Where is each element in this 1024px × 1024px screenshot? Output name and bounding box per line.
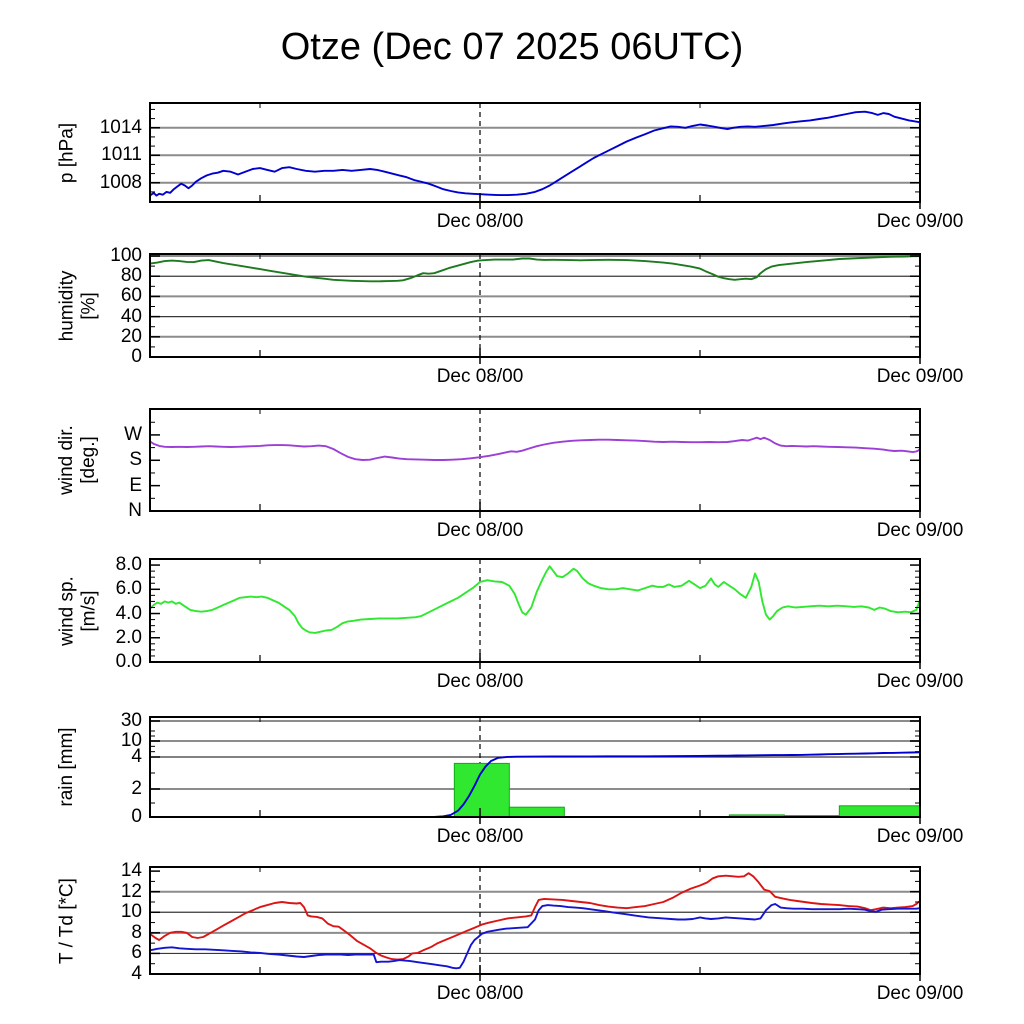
ytick-label-humidity: 40	[120, 305, 142, 327]
ytick-label-rain: 0	[131, 806, 142, 827]
ytick-label-pressure: 1011	[101, 144, 142, 166]
xtick-label: Dec 09/00	[876, 826, 964, 847]
xtick-label: Dec 08/00	[436, 671, 524, 692]
panel-rain-plot	[149, 716, 921, 824]
series-rain-accum	[150, 751, 921, 818]
ytick-label-humidity: 0	[131, 346, 142, 367]
ytick-label-rain: 2	[131, 778, 142, 799]
series-temperature	[149, 872, 921, 961]
panel-wind-direction-plot	[149, 408, 921, 518]
rain-bar	[508, 806, 565, 818]
xtick-label: Dec 09/00	[876, 211, 964, 232]
ytick-label-rain: 4	[131, 746, 142, 767]
ytick-label-humidity: 20	[120, 325, 142, 347]
xtick-label: Dec 08/00	[436, 520, 524, 541]
series-dewpoint	[149, 903, 921, 970]
y-axis-title-humidity: humidity [%]	[56, 270, 99, 341]
ytick-label-temperature: 6	[131, 942, 142, 964]
ytick-label-humidity: 60	[120, 285, 142, 307]
series-wind-speed	[149, 565, 921, 634]
ytick-label-humidity: 80	[120, 265, 142, 287]
xtick-label: Dec 08/00	[436, 826, 524, 847]
series-humidity	[149, 255, 921, 283]
ytick-label-pressure: 1008	[99, 171, 142, 193]
xtick-label: Dec 09/00	[876, 983, 964, 1004]
chart-title: Otze (Dec 07 2025 06UTC)	[280, 26, 744, 68]
ytick-label-temperature: 14	[120, 860, 142, 882]
xtick-label: Dec 08/00	[436, 211, 524, 232]
series-wind-direction	[149, 436, 921, 461]
xtick-label: Dec 09/00	[876, 520, 964, 541]
panel-pressure-plot	[149, 102, 921, 209]
panel-wind-speed-plot	[149, 558, 921, 669]
ytick-label-temperature: 8	[131, 921, 142, 943]
ytick-label-temperature: 12	[120, 880, 142, 902]
y-axis-title-pressure: p [hPa]	[56, 122, 77, 183]
ytick-label-wind-direction: E	[129, 474, 142, 496]
ytick-label-wind-speed: 6.0	[115, 578, 142, 600]
y-axis-title-temperature: T / Td [*C]	[56, 877, 77, 964]
ytick-label-wind-speed: 0.0	[115, 651, 142, 672]
xtick-label: Dec 09/00	[876, 671, 964, 692]
ytick-label-wind-direction: S	[129, 449, 142, 471]
rain-bar	[838, 805, 921, 818]
ytick-label-humidity: 100	[110, 245, 142, 267]
panel-humidity-plot	[149, 253, 921, 364]
ytick-label-rain: 10	[120, 730, 142, 751]
xtick-label: Dec 09/00	[876, 366, 964, 387]
xtick-label: Dec 08/00	[436, 366, 524, 387]
panel-temperature-plot	[149, 866, 921, 981]
y-axis-title-wind-direction: wind dir. [deg.]	[56, 425, 99, 495]
y-axis-title-rain: rain [mm]	[56, 727, 77, 807]
series-pressure	[149, 110, 921, 197]
ytick-label-wind-speed: 2.0	[115, 626, 142, 648]
y-axis-title-wind-speed: wind sp. [m/s]	[56, 575, 99, 646]
ytick-label-wind-direction: W	[124, 423, 142, 445]
ytick-label-temperature: 10	[120, 901, 142, 923]
ytick-label-pressure: 1014	[99, 116, 142, 138]
ytick-label-wind-speed: 8.0	[115, 554, 142, 576]
ytick-label-wind-direction: N	[128, 500, 142, 521]
ytick-label-rain: 30	[120, 710, 142, 731]
ytick-label-temperature: 4	[131, 963, 142, 984]
ytick-label-wind-speed: 4.0	[115, 602, 142, 624]
xtick-label: Dec 08/00	[436, 983, 524, 1004]
